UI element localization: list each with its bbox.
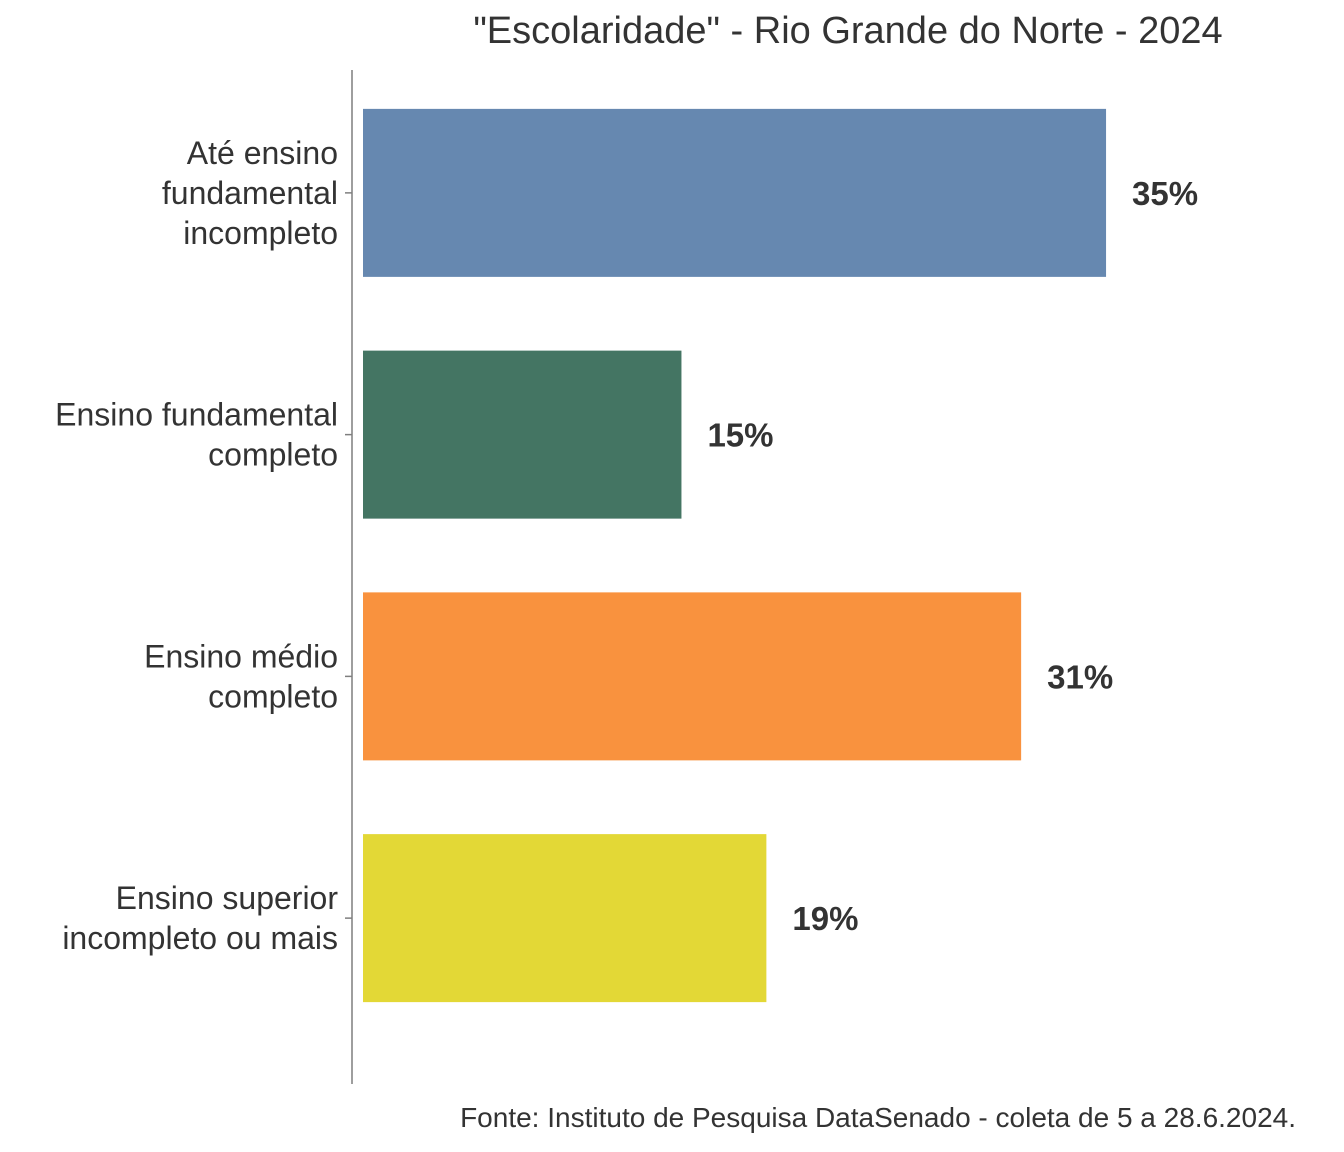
bar: [363, 834, 767, 1003]
category-label-line: Ensino superior: [116, 880, 339, 916]
category-label: Até ensino fundamental incompleto: [162, 135, 338, 251]
category-label-line: incompleto: [183, 215, 338, 251]
value-label: 15%: [707, 417, 773, 454]
bar: [363, 108, 1107, 277]
chart-title: "Escolaridade" - Rio Grande do Norte - 2…: [473, 10, 1223, 52]
bar: [363, 592, 1022, 761]
value-label: 31%: [1047, 658, 1113, 695]
category-label: Ensino fundamental completo: [55, 397, 338, 473]
category-label-line: fundamental: [162, 175, 338, 211]
category-label-line: incompleto ou mais: [62, 920, 338, 956]
category-label-line: completo: [208, 678, 338, 714]
bar: [363, 350, 682, 519]
category-label-line: completo: [208, 437, 338, 473]
source-note: Fonte: Instituto de Pesquisa DataSenado …: [460, 1102, 1296, 1133]
category-label-line: Até ensino: [187, 135, 338, 171]
category-label: Ensino médio completo: [144, 638, 338, 714]
category-label-line: Ensino médio: [144, 638, 338, 674]
category-label-line: Ensino fundamental: [55, 397, 338, 433]
value-label: 19%: [792, 900, 858, 937]
category-label: Ensino superior incompleto ou mais: [62, 880, 338, 956]
value-label: 35%: [1132, 175, 1198, 212]
